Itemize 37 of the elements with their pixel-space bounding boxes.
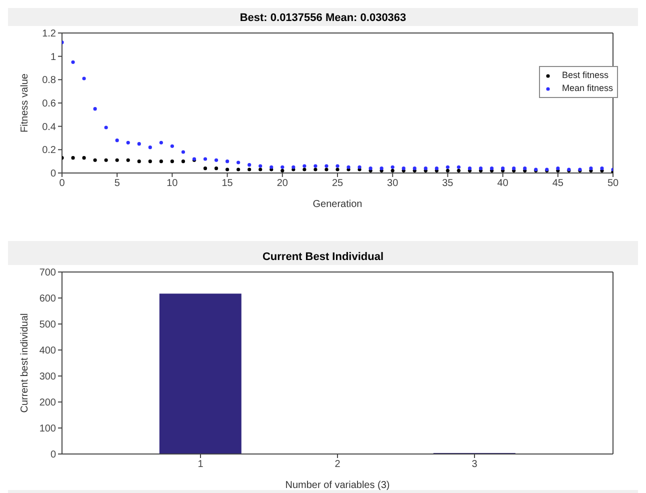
legend-label: Mean fitness <box>562 82 613 95</box>
x-tick-label: 50 <box>607 178 619 190</box>
x-tick-label: 30 <box>387 178 399 190</box>
x-tick-label: 25 <box>332 178 344 190</box>
x-axis-title: Generation <box>312 199 362 210</box>
y-tick-label: 0.6 <box>42 98 56 110</box>
y-tick-label: 700 <box>39 268 56 279</box>
x-tick-label: 10 <box>166 178 178 190</box>
x-tick-label: 3 <box>472 459 478 470</box>
y-tick-label: 0 <box>50 168 56 180</box>
y-tick-label: 0.2 <box>42 145 56 156</box>
x-tick-label: 1 <box>198 459 204 470</box>
x-tick-label: 40 <box>497 178 509 190</box>
y-axis-title: Current best individual <box>20 313 31 413</box>
y-tick-label: 300 <box>39 372 56 383</box>
x-axis-title: Number of variables (3) <box>285 480 390 491</box>
legend-label: Best fitness <box>562 69 608 82</box>
x-tick-label: 5 <box>114 178 120 190</box>
y-tick-label: 0.8 <box>42 75 56 86</box>
y-tick-label: 0 <box>50 450 56 461</box>
y-tick-label: 0.4 <box>42 122 56 133</box>
y-tick-label: 1.2 <box>42 28 56 40</box>
y-tick-label: 600 <box>39 294 56 305</box>
y-tick-label: 100 <box>39 424 56 435</box>
x-tick-label: 2 <box>334 459 341 470</box>
chart-title: Current Best Individual <box>261 251 385 265</box>
x-tick-label: 35 <box>442 178 454 190</box>
x-tick-label: 0 <box>59 178 66 190</box>
y-tick-label: 1 <box>50 52 56 63</box>
y-tick-label: 200 <box>39 398 56 409</box>
x-tick-label: 45 <box>552 178 564 190</box>
x-tick-label: 20 <box>276 178 288 190</box>
chart-title: Best: 0.0137556 Mean: 0.030363 <box>238 12 408 26</box>
x-tick-label: 15 <box>222 178 234 190</box>
y-tick-label: 400 <box>39 346 56 357</box>
y-tick-label: 500 <box>39 320 56 331</box>
y-axis-title: Fitness value <box>20 73 31 132</box>
